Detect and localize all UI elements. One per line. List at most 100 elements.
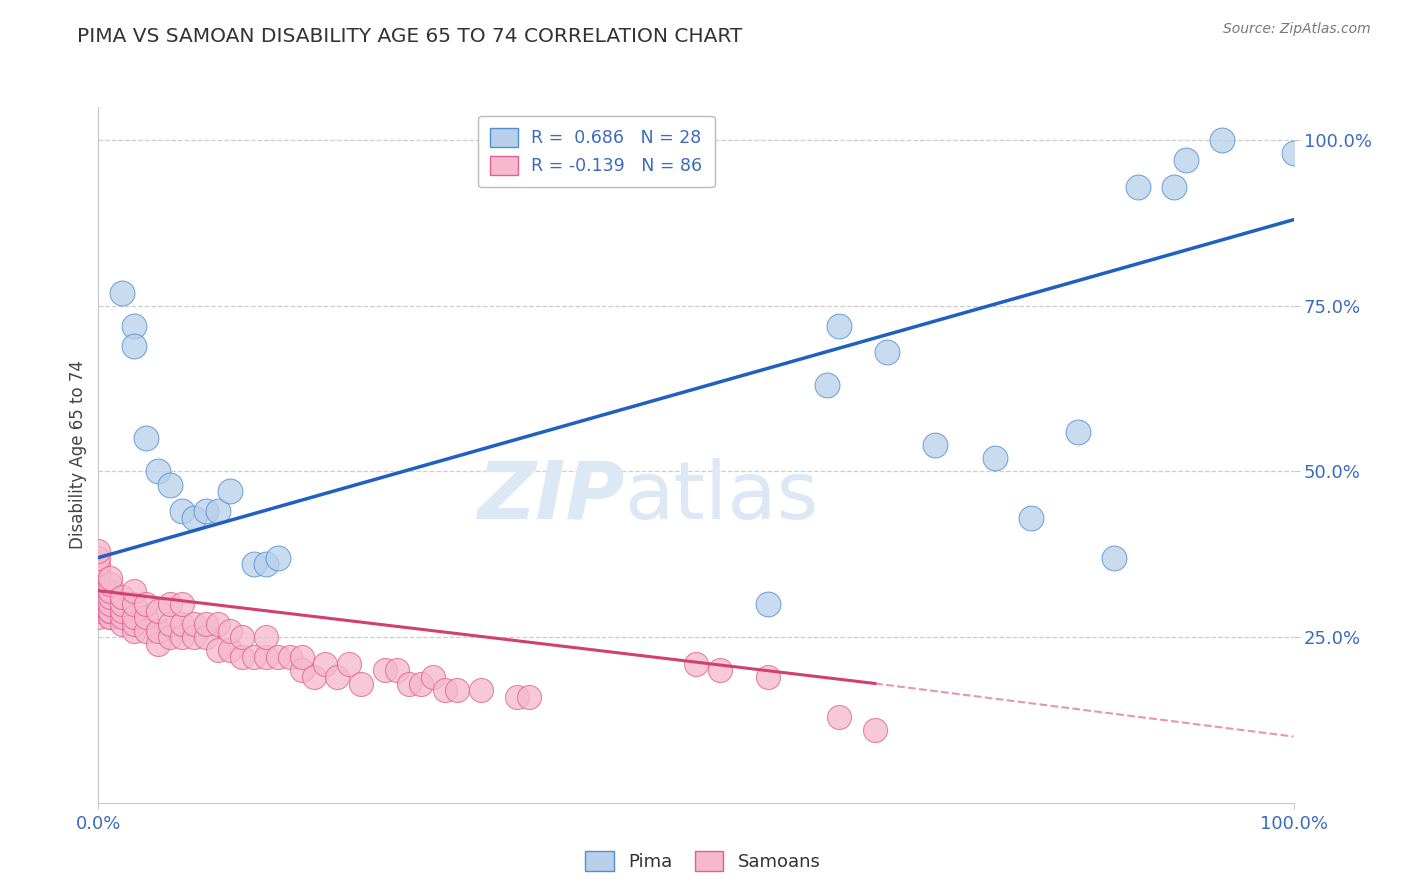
Point [207,643,229,657]
Point [87,591,110,605]
Point [254,650,277,665]
Point [159,616,181,631]
Point [756,597,779,611]
Point [1211,133,1233,147]
Point [517,690,540,704]
Point [219,484,242,499]
Point [411,676,433,690]
Point [135,431,157,445]
Point [135,610,157,624]
Point [98,577,122,591]
Point [111,616,134,631]
Point [111,604,134,618]
Point [267,650,290,665]
Point [231,630,253,644]
Point [87,597,110,611]
Point [398,676,420,690]
Point [446,683,468,698]
Point [815,378,838,392]
Point [124,610,146,624]
Point [1102,550,1125,565]
Point [87,570,110,584]
Point [207,504,229,518]
Point [254,558,277,572]
Point [98,583,122,598]
Point [194,630,218,644]
Point [207,616,229,631]
Point [111,610,134,624]
Y-axis label: Disability Age 65 to 74: Disability Age 65 to 74 [69,360,87,549]
Point [111,591,134,605]
Point [924,438,946,452]
Point [433,683,456,698]
Point [339,657,360,671]
Point [1067,425,1090,439]
Point [756,670,779,684]
Point [87,597,110,611]
Point [87,604,110,618]
Point [87,583,110,598]
Point [243,558,266,572]
Point [124,583,146,598]
Point [1128,179,1150,194]
Point [863,723,887,737]
Point [148,465,170,479]
Point [254,630,277,644]
Point [1019,511,1042,525]
Point [87,577,110,591]
Point [124,597,146,611]
Point [159,597,181,611]
Point [87,544,110,558]
Point [124,338,146,352]
Point [685,657,707,671]
Point [1163,179,1185,194]
Point [506,690,529,704]
Point [876,345,898,359]
Point [291,650,314,665]
Point [326,670,349,684]
Point [124,624,146,638]
Point [87,591,110,605]
Point [87,550,110,565]
Point [194,504,218,518]
Point [148,604,170,618]
Point [302,670,325,684]
Legend: Pima, Samoans: Pima, Samoans [578,844,828,879]
Point [219,624,242,638]
Point [172,504,194,518]
Point [87,577,110,591]
Text: ZIP: ZIP [477,458,624,536]
Point [183,630,205,644]
Point [98,570,122,584]
Point [87,597,110,611]
Point [135,597,157,611]
Point [828,318,851,333]
Point [124,318,146,333]
Point [87,558,110,572]
Point [984,451,1007,466]
Point [385,663,409,677]
Point [1175,153,1198,167]
Point [98,610,122,624]
Point [87,564,110,578]
Point [98,610,122,624]
Point [148,637,170,651]
Point [98,604,122,618]
Point [278,650,301,665]
Point [470,683,492,698]
Point [98,604,122,618]
Point [183,511,205,525]
Point [315,657,337,671]
Legend: R =  0.686   N = 28, R = -0.139   N = 86: R = 0.686 N = 28, R = -0.139 N = 86 [478,116,714,187]
Point [87,597,110,611]
Point [87,583,110,598]
Point [231,650,253,665]
Point [98,591,122,605]
Point [87,583,110,598]
Text: atlas: atlas [624,458,818,536]
Point [374,663,396,677]
Point [828,709,851,723]
Point [194,616,218,631]
Point [219,643,242,657]
Point [1282,146,1305,161]
